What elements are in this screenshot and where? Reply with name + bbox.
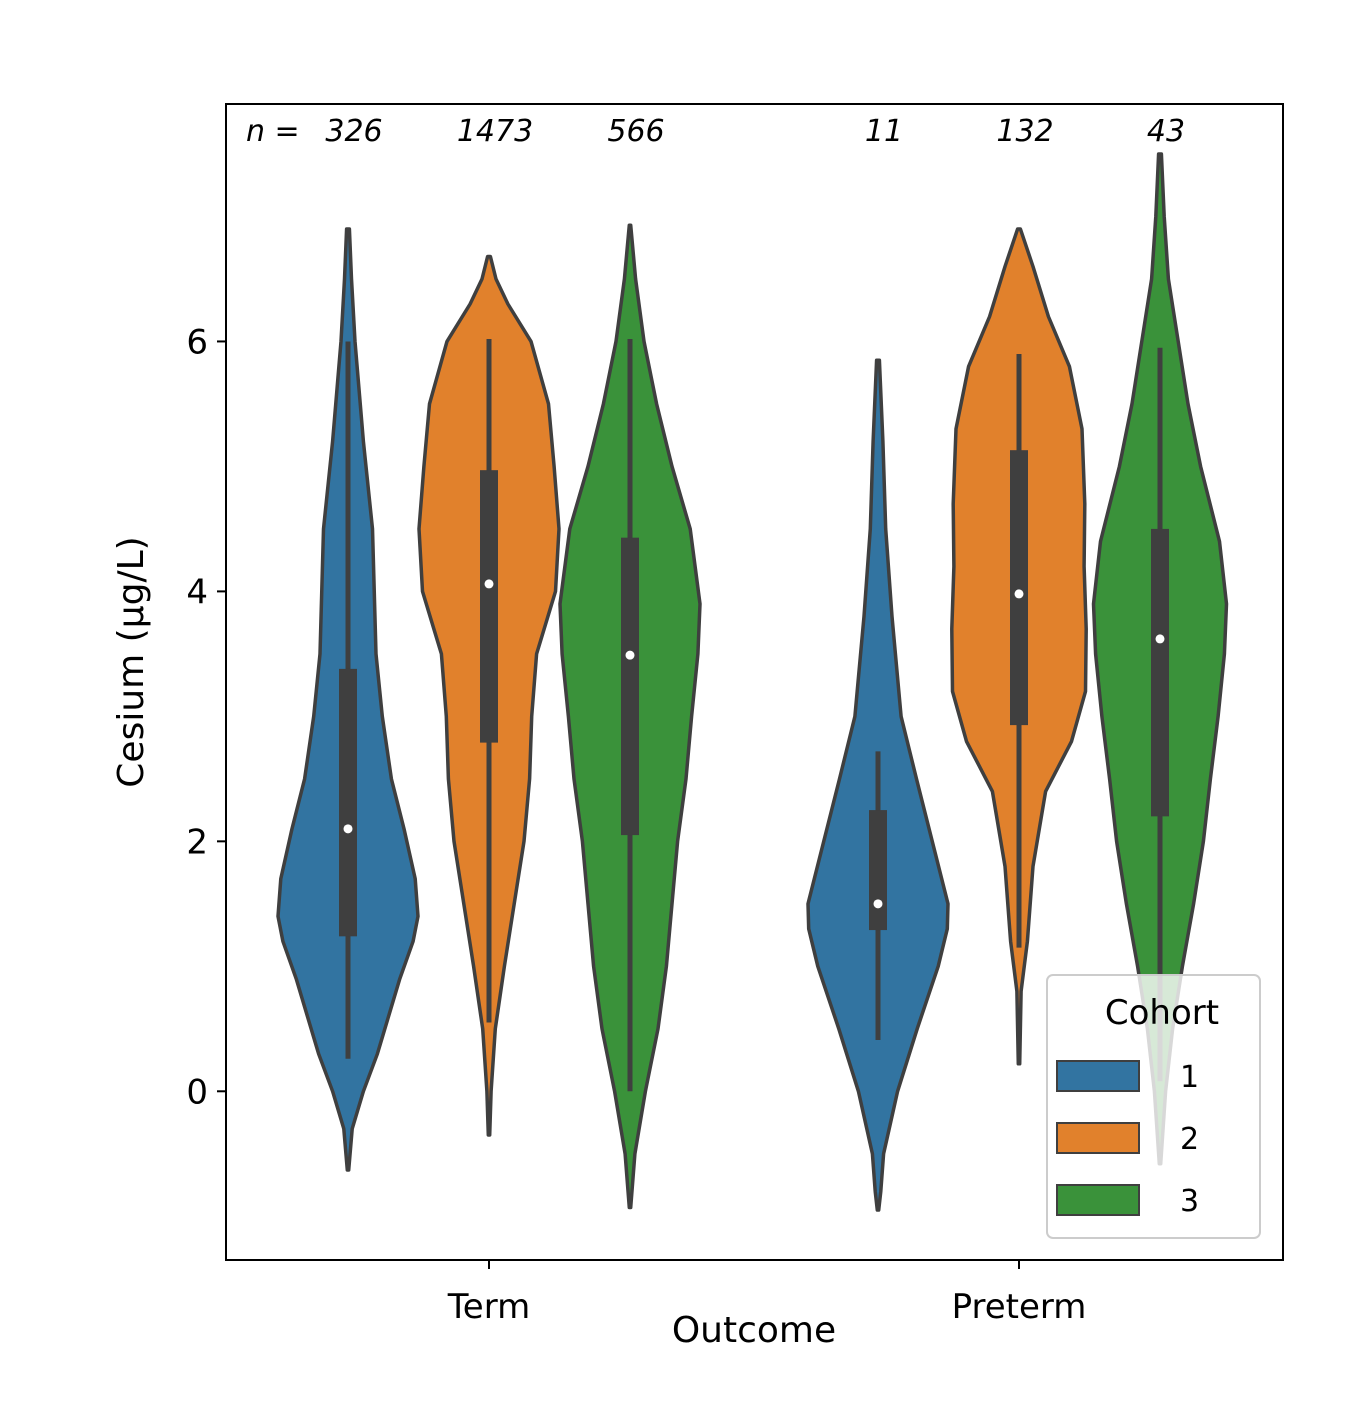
n-count-label: 326: [325, 114, 382, 149]
x-axis: Term Preterm: [447, 1260, 1087, 1327]
legend-title: Cohort: [1105, 993, 1219, 1033]
violin-median-dot: [873, 899, 883, 909]
x-tick-label: Term: [447, 1287, 530, 1327]
x-axis-title: Outcome: [672, 1310, 836, 1351]
legend-label: 3: [1180, 1184, 1199, 1219]
violins-layer: [276, 152, 1229, 1212]
violin-median-dot: [484, 579, 494, 589]
y-tick-label: 6: [186, 322, 208, 362]
violin-iqr-box: [480, 470, 498, 743]
legend-box: [1046, 974, 1261, 1239]
y-tick-label: 0: [186, 1072, 208, 1112]
legend-label: 2: [1180, 1122, 1199, 1157]
legend-swatch: [1056, 1060, 1140, 1092]
y-axis-title: Cesium (µg/L): [111, 536, 152, 787]
y-axis: 0 2 4 6: [186, 322, 226, 1112]
n-count-label: 1473: [457, 114, 533, 149]
violin-iqr-box: [621, 537, 639, 836]
violin-median-dot: [1014, 589, 1024, 599]
n-count-label: 11: [865, 114, 903, 149]
violin-median-dot: [343, 824, 353, 834]
violin-iqr-box: [1151, 528, 1169, 817]
legend: Cohort 1 2 3: [1046, 974, 1261, 1239]
legend-label: 1: [1180, 1060, 1199, 1095]
n-count-label: 132: [996, 114, 1053, 149]
n-count-label: 43: [1147, 114, 1185, 149]
violin-iqr-box: [1010, 450, 1028, 726]
y-tick-label: 2: [186, 822, 208, 862]
violin-iqr-box: [869, 810, 887, 931]
n-prefix-label: n =: [246, 114, 300, 149]
legend-swatch: [1056, 1122, 1140, 1154]
x-tick-label: Preterm: [952, 1287, 1087, 1327]
legend-swatch: [1056, 1184, 1140, 1216]
plot-frame: [225, 103, 1284, 1261]
violin-median-dot: [625, 650, 635, 660]
sample-size-labels: n = 326 11 1473 132 566 43: [246, 114, 1185, 149]
violin-iqr-box: [339, 668, 357, 937]
n-count-label: 566: [607, 114, 664, 149]
y-tick-label: 4: [186, 572, 208, 612]
violin-median-dot: [1155, 634, 1165, 644]
